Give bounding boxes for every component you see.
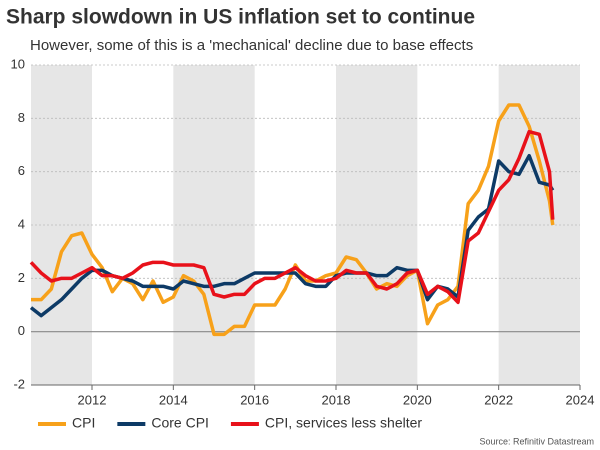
y-tick-label: 10 — [11, 56, 25, 71]
y-tick-label: 0 — [18, 323, 25, 338]
y-tick-label: 4 — [18, 216, 25, 231]
x-tick-label: 2020 — [403, 392, 432, 407]
legend-label: CPI — [72, 415, 95, 431]
y-tick-label: 2 — [18, 270, 25, 285]
x-tick-label: 2024 — [566, 392, 595, 407]
chart-title: Sharp slowdown in US inflation set to co… — [6, 6, 475, 29]
x-tick-label: 2022 — [484, 392, 513, 407]
source-note: Source: Refinitiv Datastream — [479, 436, 594, 446]
shaded-band — [173, 65, 255, 385]
x-tick-label: 2016 — [240, 392, 269, 407]
y-tick-label: 6 — [18, 163, 25, 178]
y-tick-label: 8 — [18, 110, 25, 125]
legend-label: Core CPI — [151, 415, 209, 431]
y-tick-label: -2 — [13, 376, 25, 391]
x-tick-label: 2018 — [322, 392, 351, 407]
line-series — [31, 103, 555, 337]
x-tick-label: 2012 — [78, 392, 107, 407]
line-series — [29, 129, 555, 305]
chart-subtitle: However, some of this is a 'mechanical' … — [30, 37, 473, 54]
x-tick-label: 2014 — [159, 392, 188, 407]
legend-label: CPI, services less shelter — [265, 415, 422, 431]
